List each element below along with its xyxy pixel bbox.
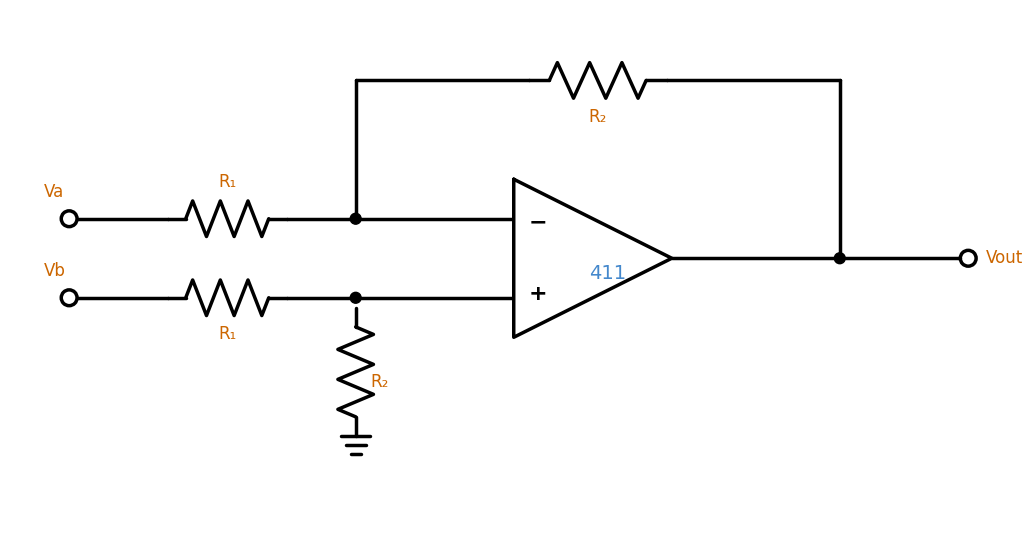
Text: Vout: Vout (986, 249, 1023, 267)
Polygon shape (514, 179, 672, 337)
Text: R₂: R₂ (371, 373, 389, 391)
Circle shape (350, 292, 362, 303)
Text: Va: Va (44, 183, 65, 201)
Text: 411: 411 (589, 263, 626, 282)
Text: R₁: R₁ (218, 325, 236, 343)
Text: R₂: R₂ (588, 108, 607, 126)
Text: R₁: R₁ (218, 173, 236, 191)
Circle shape (834, 253, 845, 264)
Text: −: − (529, 213, 547, 233)
Circle shape (350, 213, 362, 224)
Text: Vb: Vb (43, 262, 66, 280)
Text: +: + (529, 284, 547, 304)
